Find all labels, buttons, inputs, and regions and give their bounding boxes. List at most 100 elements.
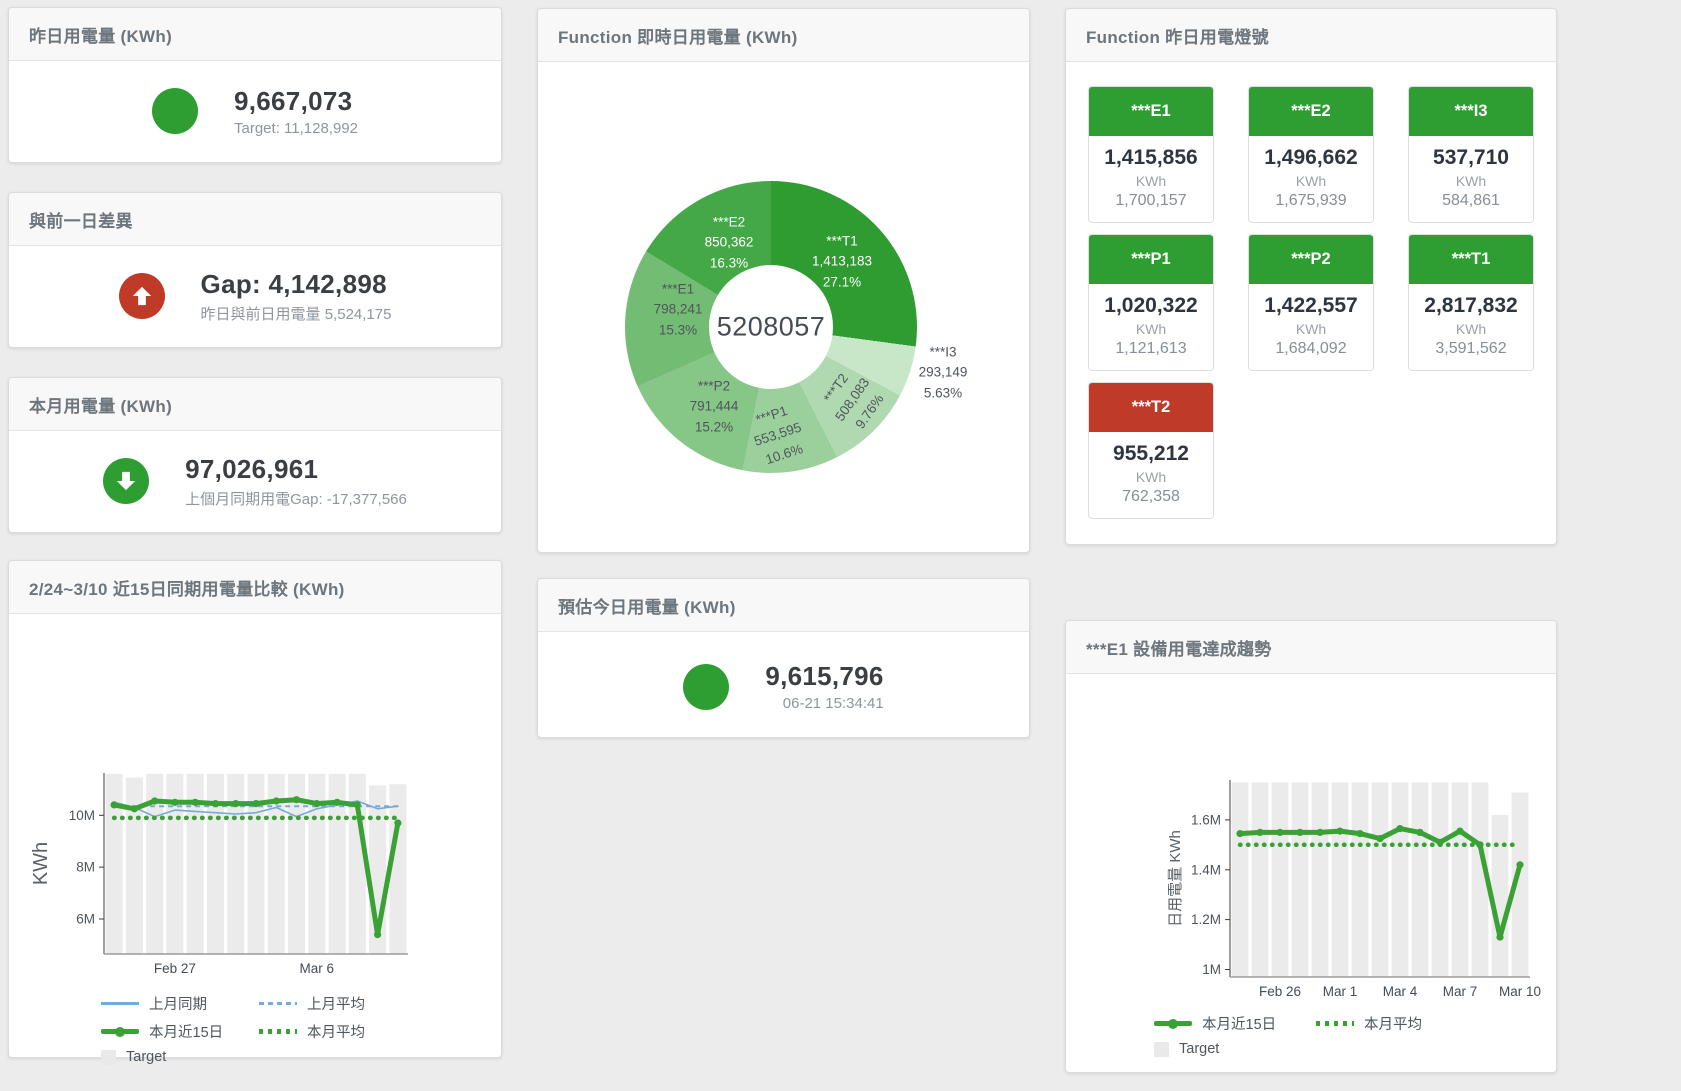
legend-item-blue-dash[interactable]: 上月平均 [259,993,429,1014]
kpi-yesterday-usage: 9,667,073 Target: 11,128,992 [9,61,501,161]
lamp-tile-value: 1,020,322 [1104,294,1198,317]
svg-text:8M: 8M [76,860,95,875]
donut-label-e1: ***E1 798,241 15.3% [653,281,703,338]
lamp-tile-value: 537,710 [1433,146,1509,169]
lamp-tile-label: ***I3 [1409,87,1533,136]
compare-chart-legend: 上月同期 上月平均本月近15日 本月平均 Target [101,993,501,1065]
card-title-yesterday-usage: 昨日用電量 (KWh) [9,8,501,61]
lamp-tile-value: 1,422,557 [1264,294,1358,317]
card-title-function-lamps: Function 昨日用電燈號 [1066,9,1556,62]
kpi-subtitle: 上個月同期用電Gap: -17,377,566 [185,490,407,508]
card-compare-chart: 2/24~3/10 近15日同期用電量比較 (KWh) 6M 8M 10M Feb 2… [8,560,502,1065]
lamp-tile-unit: KWh [1135,173,1167,189]
lamp-tile-label: ***T1 [1409,235,1533,284]
donut-chart[interactable]: 5208057 ***T1 1,413,183 27.1% ***I3 293,149 5… [625,181,967,473]
compare-line-chart: 6M 8M 10M Feb 27 Mar 6 KWh [30,773,408,976]
legend-label: 上月平均 [307,997,365,1013]
legend-swatch-gray-box [1154,1041,1169,1057]
lamp-tile-target: 3,591,562 [1435,340,1507,357]
legend-swatch-blue-line [101,1002,139,1005]
svg-text:Feb 26: Feb 26 [1259,984,1301,999]
card-title-estimate-today: 預估今日用電量 (KWh) [538,579,1029,632]
lamp-tile-unit: KWh [1295,173,1327,189]
card-month-usage: 本月用電量 (KWh) 97,026,961 上個月同期用電Gap: -17,3… [8,377,502,533]
kpi-value: 9,667,073 [234,85,353,116]
legend-label: 本月近15日 [1202,1017,1277,1033]
lamp-tile-label: ***P2 [1249,235,1373,284]
lamp-tile-p2[interactable]: ***P2 1,422,557 KWh 1,684,092 [1248,234,1374,371]
kpi-month-usage: 97,026,961 上個月同期用電Gap: -17,377,566 [9,431,501,531]
lamp-tile-target: 1,121,613 [1115,340,1187,357]
kpi-subtitle: 06-21 15:34:41 [782,695,884,712]
svg-text:1.2M: 1.2M [1191,912,1221,927]
svg-text:日用電量 KWh: 日用電量 KWh [1167,830,1184,927]
lamp-tile-value: 1,496,662 [1264,146,1358,169]
kpi-day-gap: Gap: 4,142,898 昨日與前日用電量 5,524,175 [9,246,501,346]
up-arrow-icon [118,273,165,319]
kpi-value: 9,615,796 [765,661,884,691]
legend-item-green-line[interactable]: 本月近15日 [101,1021,259,1042]
svg-text:Feb 27: Feb 27 [154,961,196,976]
svg-text:1.6M: 1.6M [1191,812,1221,827]
legend-label: 上月同期 [149,997,207,1013]
lamp-tile-p1[interactable]: ***P1 1,020,322 KWh 1,121,613 [1088,234,1214,371]
legend-label: Target [126,1049,167,1065]
lamp-tile-target: 584,861 [1442,192,1500,209]
legend-swatch-green-line [101,1026,139,1037]
donut-label-i3: ***I3 293,149 5.63% [918,344,968,401]
lamp-tile-unit: KWh [1135,469,1167,485]
legend-item-green-dot[interactable]: 本月平均 [1316,1013,1486,1034]
lamp-tile-unit: KWh [1455,321,1487,337]
svg-text:Mar 6: Mar 6 [300,961,335,976]
kpi-value: Gap: 4,142,898 [200,268,387,299]
card-title-month-usage: 本月用電量 (KWh) [9,378,501,431]
down-arrow-icon [103,458,150,504]
svg-text:1.4M: 1.4M [1191,862,1221,877]
lamp-tile-e2[interactable]: ***E2 1,496,662 KWh 1,675,939 [1248,86,1374,223]
svg-text:KWh: KWh [30,842,52,885]
svg-text:Mar 4: Mar 4 [1383,984,1418,999]
lamp-tile-unit: KWh [1295,321,1327,337]
legend-label: Target [1179,1041,1220,1057]
donut-label-e2: ***E2 850,362 16.3% [704,214,754,271]
legend-swatch-blue-dash [259,1002,297,1005]
legend-item-blue-line[interactable]: 上月同期 [101,993,259,1014]
legend-item-gray-box[interactable]: Target [1154,1041,1316,1057]
legend-label: 本月近15日 [149,1025,224,1041]
donut-label-t1: ***T1 1,413,183 27.1% [811,233,873,290]
lamp-tile-t2[interactable]: ***T2 955,212 KWh 762,358 [1088,382,1214,519]
card-title-day-gap: 與前一日差異 [9,193,501,246]
legend-label: 本月平均 [307,1025,365,1041]
e1-trend-chart: 1M 1.2M 1.4M 1.6M Feb 26 Mar 1 Mar 4 Mar 7 Mar 1… [1167,780,1541,999]
card-function-realtime: Function 即時日用電量 (KWh) 5208057 ***T1 1,413… [537,8,1030,553]
status-circle-icon [683,663,730,710]
legend-item-green-dot[interactable]: 本月平均 [259,1021,429,1042]
legend-swatch-gray-box [101,1049,116,1065]
lamp-tile-e1[interactable]: ***E1 1,415,856 KWh 1,700,157 [1088,86,1214,223]
svg-text:Mar 7: Mar 7 [1443,984,1478,999]
lamp-tile-label: ***P1 [1089,235,1213,284]
trend-chart-legend: 本月近15日 本月平均 Target [1154,1013,1556,1057]
lamp-tile-t1[interactable]: ***T1 2,817,832 KWh 3,591,562 [1408,234,1534,371]
svg-text:1M: 1M [1202,962,1221,977]
svg-text:6M: 6M [76,912,95,927]
lamp-tile-label: ***E1 [1089,87,1213,136]
lamp-tile-label: ***T2 [1089,383,1213,432]
status-circle-icon [152,88,198,134]
legend-item-gray-box[interactable]: Target [101,1049,259,1065]
kpi-subtitle: Target: 11,128,992 [234,119,358,137]
lamp-tile-i3[interactable]: ***I3 537,710 KWh 584,861 [1408,86,1534,223]
card-day-gap: 與前一日差異 Gap: 4,142,898 昨日與前日用電量 5,524,175 [8,192,502,348]
legend-label: 本月平均 [1364,1017,1422,1033]
donut-label-p2: ***P2 791,444 15.2% [689,378,739,435]
donut-hole [709,265,833,389]
card-title-e1-trend: ***E1 設備用電達成趨勢 [1066,621,1556,674]
card-e1-trend: ***E1 設備用電達成趨勢 1M 1.2M 1.4M 1.6M Feb 26 Mar 1… [1065,620,1557,1073]
lamp-tile-unit: KWh [1455,173,1487,189]
card-estimate-today: 預估今日用電量 (KWh) 9,615,796 06-21 15:34:41 [537,578,1030,738]
kpi-value: 97,026,961 [185,453,319,484]
legend-item-green-line[interactable]: 本月近15日 [1154,1013,1316,1034]
lamp-tile-label: ***E2 [1249,87,1373,136]
svg-text:10M: 10M [69,808,95,823]
